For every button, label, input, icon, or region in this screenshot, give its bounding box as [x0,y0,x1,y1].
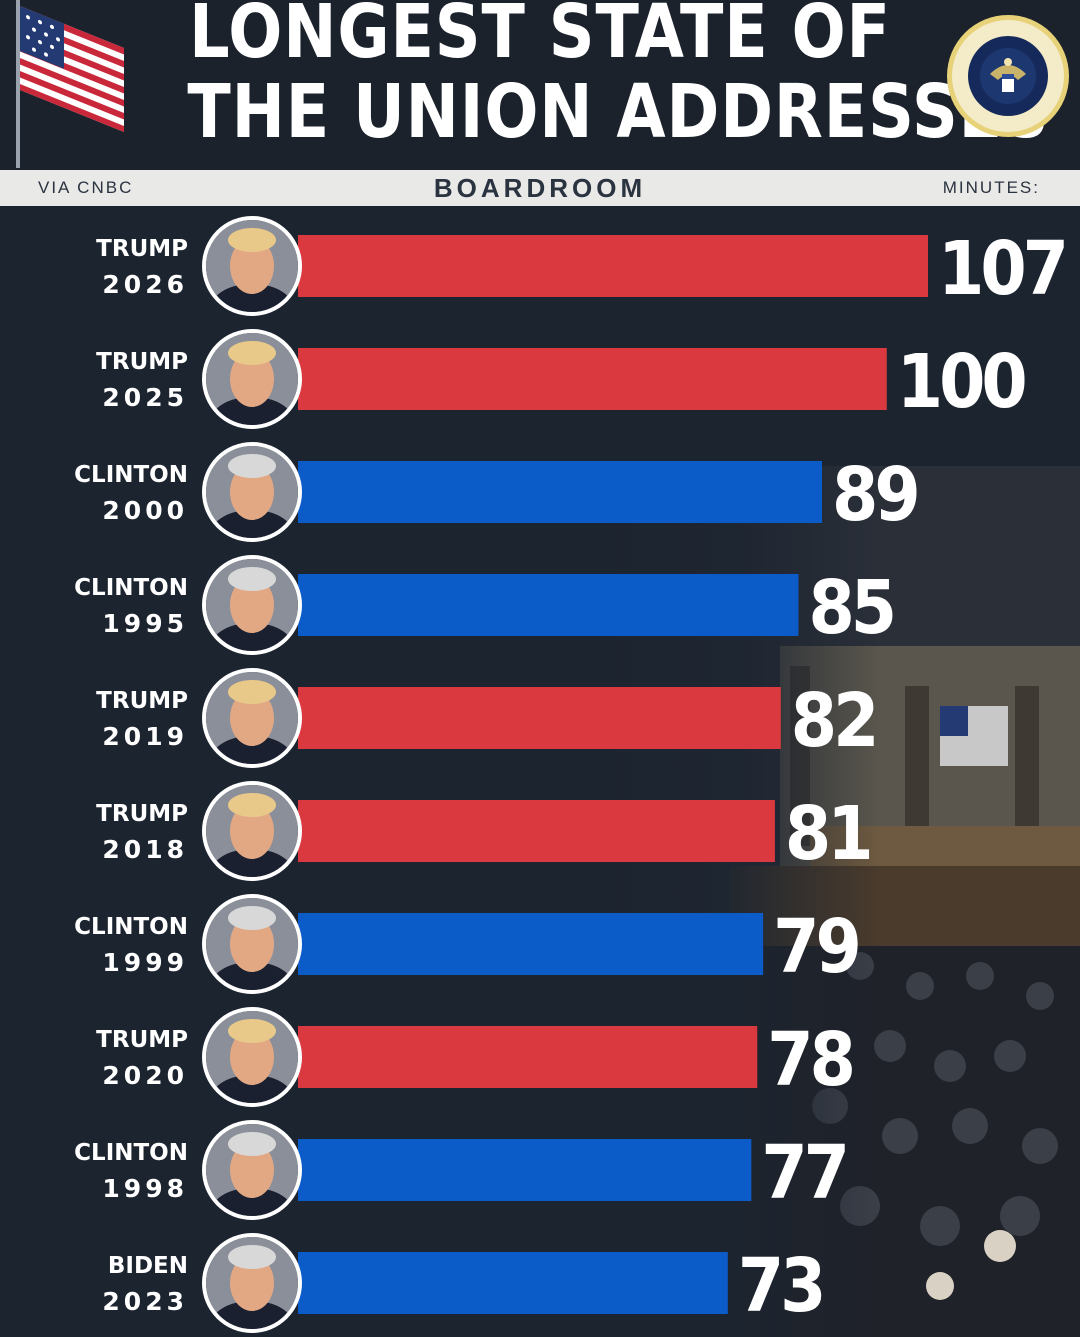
value-label: 78 [767,1017,852,1103]
value-label: 89 [832,452,917,538]
president-name-label: CLINTON [74,914,188,940]
address-year-label: 2019 [102,722,188,751]
value-label: 73 [738,1243,823,1329]
bar [298,1252,728,1314]
president-name-label: CLINTON [74,575,188,601]
value-label: 85 [808,565,893,651]
address-year-label: 2026 [102,270,188,299]
portrait-avatar [202,668,302,768]
address-year-label: 1995 [102,609,188,638]
president-name-label: TRUMP [96,1027,188,1053]
president-name-label: TRUMP [96,349,188,375]
value-label: 77 [761,1130,846,1216]
portrait-avatar [202,329,302,429]
address-year-label: 2023 [102,1287,188,1316]
bar [298,1139,752,1201]
bar [298,913,764,975]
value-label: 82 [791,678,876,764]
president-name-label: CLINTON [74,462,188,488]
portrait-avatar [202,894,302,994]
value-label: 81 [785,791,870,877]
value-label: 100 [897,339,1026,425]
bar [298,235,928,297]
bar [298,574,799,636]
chart-title: LONGEST STATE OF THE UNION ADDRESSES [187,0,1050,155]
president-name-label: CLINTON [74,1140,188,1166]
portrait-avatar [202,555,302,655]
president-name-label: BIDEN [108,1253,188,1279]
portrait-avatar [202,1007,302,1107]
portrait-avatar [202,781,302,881]
presidential-seal-icon [947,15,1069,137]
bar [298,800,775,862]
bar [298,348,887,410]
portrait-avatar [202,216,302,316]
president-name-label: TRUMP [96,236,188,262]
portrait-avatar [202,442,302,542]
president-name-label: TRUMP [96,801,188,827]
address-year-label: 1999 [102,948,188,977]
unit-label: MINUTES: [942,178,1040,197]
source-label: VIA CNBC [38,178,134,197]
address-year-label: 2020 [102,1061,188,1090]
bar [298,687,781,749]
brand-label: BOARDROOM [433,173,647,203]
address-year-label: 2000 [102,496,188,525]
value-label: 107 [938,226,1065,312]
address-year-label: 1998 [102,1174,188,1203]
bar-chart: TRUMP 2026 107 TRUMP 2025 100 CLINTON 2000 89 CLI… [74,216,1069,1333]
address-year-label: 2018 [102,835,188,864]
bar [298,1026,758,1088]
value-label: 79 [773,904,858,990]
president-name-label: TRUMP [96,688,188,714]
portrait-avatar [202,1233,302,1333]
title-line-2: THE UNION ADDRESSES [187,69,1050,155]
subheader-strip: VIA CNBC BOARDROOM MINUTES: [0,170,1080,206]
header: LONGEST STATE OF THE UNION ADDRESSES [0,0,1080,170]
american-flag-icon [16,0,124,168]
address-year-label: 2025 [102,383,188,412]
bar [298,461,823,523]
bar-rows: TRUMP 2026 107 TRUMP 2025 100 CLINTON 2000 89 CLI… [74,216,1069,1333]
portrait-avatar [202,1120,302,1220]
title-line-1: LONGEST STATE OF [189,0,891,75]
